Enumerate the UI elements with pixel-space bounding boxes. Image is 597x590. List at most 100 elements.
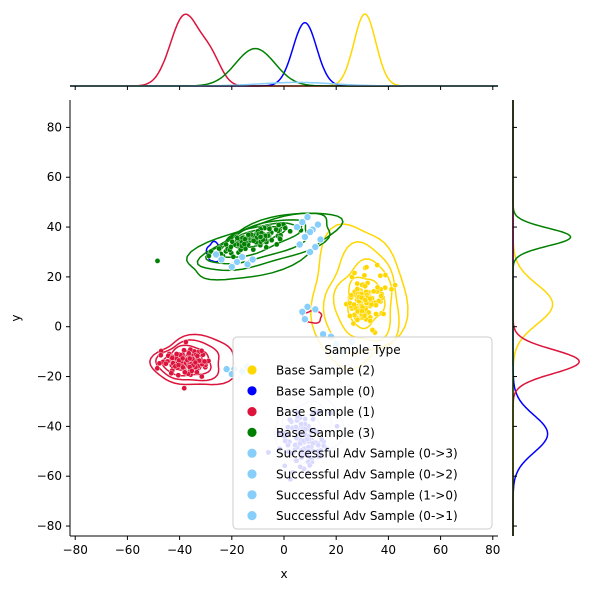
data-point xyxy=(368,301,375,308)
x-tick-label: 60 xyxy=(433,543,448,557)
data-point xyxy=(367,318,374,324)
y-tick-label: −60 xyxy=(37,469,62,483)
data-point xyxy=(300,232,309,241)
data-point xyxy=(362,297,369,303)
data-point xyxy=(234,235,241,241)
legend-entry: Base Sample (2) xyxy=(276,364,375,378)
data-point xyxy=(351,270,358,276)
marginal-y-curve xyxy=(512,100,580,536)
data-point xyxy=(242,236,248,242)
legend-entry: Successful Adv Sample (0->1) xyxy=(276,509,458,523)
data-point xyxy=(188,368,195,374)
legend-marker xyxy=(246,406,258,418)
data-point xyxy=(186,355,193,362)
data-point xyxy=(229,238,235,245)
marginal-x-curve xyxy=(70,47,498,87)
legend-marker xyxy=(246,426,258,438)
data-point xyxy=(354,286,361,292)
data-point xyxy=(367,295,374,302)
data-point xyxy=(169,355,176,361)
data-point xyxy=(238,252,247,261)
data-point xyxy=(363,264,370,271)
data-point xyxy=(350,320,357,327)
data-point xyxy=(201,358,208,365)
data-point xyxy=(311,305,320,314)
y-axis-label: y xyxy=(9,314,23,321)
marginal-x-curve xyxy=(70,13,498,87)
legend-marker xyxy=(246,489,258,501)
data-point xyxy=(257,233,264,240)
data-point xyxy=(168,370,175,377)
data-point xyxy=(275,222,282,228)
data-point xyxy=(300,315,309,324)
data-point xyxy=(374,284,381,291)
data-point xyxy=(273,226,279,233)
data-point xyxy=(392,282,398,288)
data-point xyxy=(361,272,368,279)
y-tick-label: −20 xyxy=(37,370,62,384)
x-tick-label: 0 xyxy=(280,543,288,557)
data-point xyxy=(347,313,353,319)
axes: −80 −60 −40 −20 0 20 40 60 80 −80 −60 −40 −20 0 20 40 60… xyxy=(37,85,517,557)
marginal-y-curve xyxy=(512,100,549,536)
data-point xyxy=(266,226,273,232)
data-point xyxy=(175,372,182,379)
data-point xyxy=(306,247,315,256)
marginal-x-curve xyxy=(70,13,498,87)
data-point xyxy=(369,327,376,333)
data-point xyxy=(388,286,395,293)
data-point xyxy=(370,288,377,295)
data-point xyxy=(374,262,381,268)
data-point xyxy=(373,311,379,317)
data-point xyxy=(354,280,361,287)
kde-contour xyxy=(149,333,236,386)
data-point xyxy=(377,272,384,279)
data-point xyxy=(273,241,280,248)
legend-entry: Base Sample (1) xyxy=(276,405,375,419)
x-tick-label: −40 xyxy=(167,543,192,557)
data-point xyxy=(157,352,164,359)
legend-box xyxy=(232,336,493,530)
legend-marker xyxy=(246,385,258,397)
data-point xyxy=(248,255,257,264)
data-point xyxy=(228,244,234,250)
data-point xyxy=(222,365,231,374)
data-point xyxy=(263,244,270,251)
kde-contour xyxy=(185,212,344,281)
marginal-y-curve xyxy=(512,100,572,536)
data-point xyxy=(277,236,283,242)
data-point xyxy=(287,228,293,235)
data-point xyxy=(227,262,236,271)
right-marginal-density xyxy=(512,100,580,536)
data-point xyxy=(298,218,307,227)
data-point xyxy=(230,253,237,260)
data-point xyxy=(192,359,199,366)
x-tick-label: 20 xyxy=(329,543,344,557)
data-point xyxy=(380,311,387,317)
data-point xyxy=(181,385,187,392)
x-tick-label: −20 xyxy=(219,543,244,557)
legend-marker xyxy=(246,364,258,376)
data-point xyxy=(194,369,200,376)
y-tick-label: 20 xyxy=(47,270,62,284)
legend-entry: Base Sample (3) xyxy=(276,426,375,440)
legend-entry: Successful Adv Sample (1->0) xyxy=(276,488,458,502)
y-tick-label: 80 xyxy=(47,120,62,134)
data-point xyxy=(354,317,361,323)
data-point xyxy=(241,241,248,247)
data-point xyxy=(250,246,257,253)
data-point xyxy=(361,312,368,319)
data-point xyxy=(163,360,169,367)
data-point xyxy=(250,237,257,244)
data-point xyxy=(181,369,188,376)
data-point xyxy=(186,350,192,357)
legend-entry: Successful Adv Sample (0->3) xyxy=(276,447,458,461)
legend-marker xyxy=(246,510,258,521)
data-point xyxy=(303,213,312,222)
data-point xyxy=(303,302,312,311)
data-point xyxy=(245,231,252,238)
data-point xyxy=(311,242,320,251)
legend-entry: Successful Adv Sample (0->2) xyxy=(276,468,458,482)
data-point xyxy=(198,347,205,354)
y-tick-label: −80 xyxy=(37,519,62,533)
